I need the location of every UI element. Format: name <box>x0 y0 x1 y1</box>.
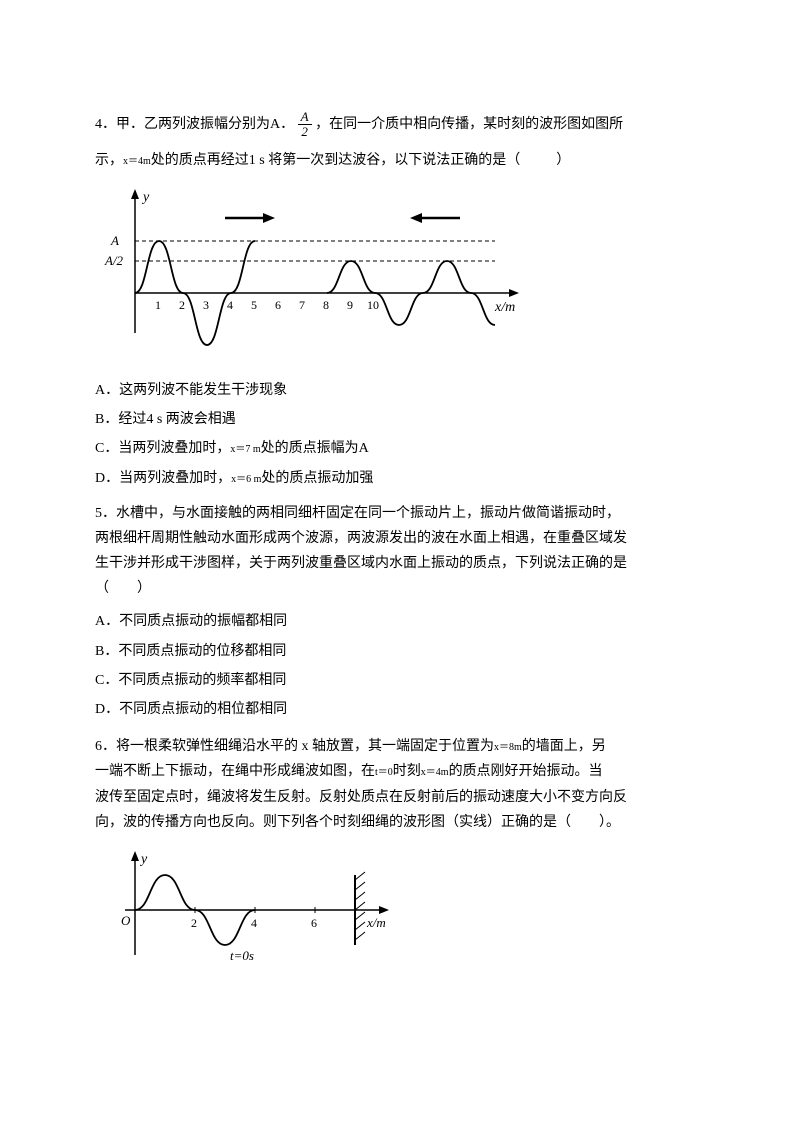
q6-wall-hatch <box>355 872 365 940</box>
q6-wave-diagram: y x/m O 2 4 6 t=0s <box>95 845 405 975</box>
q5-optC: C．不同质点振动的频率都相同 <box>95 668 699 693</box>
q4-optC-b: 处的质点振幅为A <box>261 441 369 456</box>
q5-optB: B．不同质点振动的位移都相同 <box>95 639 699 664</box>
q5-l4: （ ） <box>95 576 699 601</box>
q6-t-label: t=0s <box>230 948 254 963</box>
svg-text:10: 10 <box>367 298 379 312</box>
q4-y-label: y <box>141 190 150 205</box>
q4-x-label: x/m <box>494 300 515 315</box>
q6-l1a: 6．将一根柔软弹性细绳沿水平的 x 轴放置，其一端固定于位置为 <box>95 739 494 754</box>
q4-line2a: 示， <box>95 153 123 168</box>
svg-text:2: 2 <box>191 916 197 930</box>
svg-text:6: 6 <box>311 916 317 930</box>
svg-text:9: 9 <box>347 298 353 312</box>
svg-text:6: 6 <box>275 298 281 312</box>
q4-optA: A．这两列波不能发生干涉现象 <box>95 378 699 403</box>
q6-y-label: y <box>139 852 148 867</box>
q6-l1b: 的墙面上，另 <box>522 739 606 754</box>
q4-A2-label: A/2 <box>104 253 124 268</box>
q5-l1: 5．水槽中，与水面接触的两相同细杆固定在同一个振动片上，振动片做简谐振动时， <box>95 501 699 526</box>
q6-eq1: x＝8m <box>494 742 522 753</box>
q6-O-label: O <box>121 913 131 928</box>
q4-ticks: 1 2 3 4 5 6 7 8 9 10 <box>155 298 379 312</box>
q4-optC-eq: x＝7 m <box>230 444 260 455</box>
q5-l3: 生干涉并形成干涉图样，关于两列波重叠区域内水面上振动的质点，下列说法正确的是 <box>95 551 699 576</box>
q4-optD-a: D．当两列波叠加时， <box>95 471 231 486</box>
q6-l2: 一端不断上下振动，在绳中形成绳波如图，在t＝0时刻x＝4m的质点刚好开始振动。当 <box>95 759 699 784</box>
q4-line2c: ） <box>556 153 570 168</box>
q4-intro: 4．甲．乙两列波振幅分别为A． A 2 ，在同一介质中相向传播，某时刻的波形图如… <box>95 110 699 140</box>
q4-optD: D．当两列波叠加时，x＝6 m处的质点振动加强 <box>95 466 699 491</box>
q4-eq1: x＝4m <box>123 156 151 167</box>
q6-l3: 波传至固定点时，绳波将发生反射。反射处质点在反射前后的振动速度大小不变方向反 <box>95 785 699 810</box>
q5-optA: A．不同质点振动的振幅都相同 <box>95 609 699 634</box>
q4-optB: B．经过4 s 两波会相遇 <box>95 407 699 432</box>
svg-text:3: 3 <box>203 298 209 312</box>
q4-optC-a: C．当两列波叠加时， <box>95 441 230 456</box>
svg-text:4: 4 <box>251 916 257 930</box>
q5-optD: D．不同质点振动的相位都相同 <box>95 697 699 722</box>
q6-x-label: x/m <box>366 915 386 930</box>
q4-intro-b: ，在同一介质中相向传播，某时刻的波形图如图所 <box>315 117 623 132</box>
q4-wave-diagram: y x/m A A/2 1 2 3 4 5 6 7 8 9 10 <box>95 183 535 353</box>
svg-text:1: 1 <box>155 298 161 312</box>
q4-frac-num: A <box>298 110 312 125</box>
q4-intro-a: 4．甲．乙两列波振幅分别为A． <box>95 117 294 132</box>
q4-figure: y x/m A A/2 1 2 3 4 5 6 7 8 9 10 <box>95 183 699 362</box>
q6-figure: y x/m O 2 4 6 t=0s <box>95 845 699 984</box>
q6-eq3: x＝4m <box>421 767 449 778</box>
q4-A-label: A <box>110 233 119 248</box>
q5-l2: 两根细杆周期性触动水面形成两个波源，两波源发出的波在水面上相遇，在重叠区域发 <box>95 526 699 551</box>
q4-optD-b: 处的质点振动加强 <box>261 471 373 486</box>
q4-frac-den: 2 <box>298 125 312 139</box>
q6-l2c: 的质点刚好开始振动。当 <box>449 764 603 779</box>
q4-line2: 示，x＝4m处的质点再经过1 s 将第一次到达波谷，以下说法正确的是（ ） <box>95 148 699 173</box>
svg-text:7: 7 <box>299 298 305 312</box>
q6-l4: 向，波的传播方向也反向。则下列各个时刻细绳的波形图（实线）正确的是（ ）。 <box>95 810 699 835</box>
svg-text:4: 4 <box>227 298 233 312</box>
q6-l2b: 时刻 <box>393 764 421 779</box>
q4-fraction: A 2 <box>298 110 312 140</box>
q6-l2a: 一端不断上下振动，在绳中形成绳波如图，在 <box>95 764 375 779</box>
svg-text:2: 2 <box>179 298 185 312</box>
svg-text:8: 8 <box>323 298 329 312</box>
q4-line2b: 处的质点再经过1 s 将第一次到达波谷，以下说法正确的是（ <box>151 153 520 168</box>
q6-l1: 6．将一根柔软弹性细绳沿水平的 x 轴放置，其一端固定于位置为x＝8m的墙面上，… <box>95 734 699 759</box>
svg-text:5: 5 <box>251 298 257 312</box>
q4-optD-eq: x＝6 m <box>231 474 261 485</box>
q4-optC: C．当两列波叠加时，x＝7 m处的质点振幅为A <box>95 436 699 461</box>
q6-eq2: t＝0 <box>375 767 393 778</box>
